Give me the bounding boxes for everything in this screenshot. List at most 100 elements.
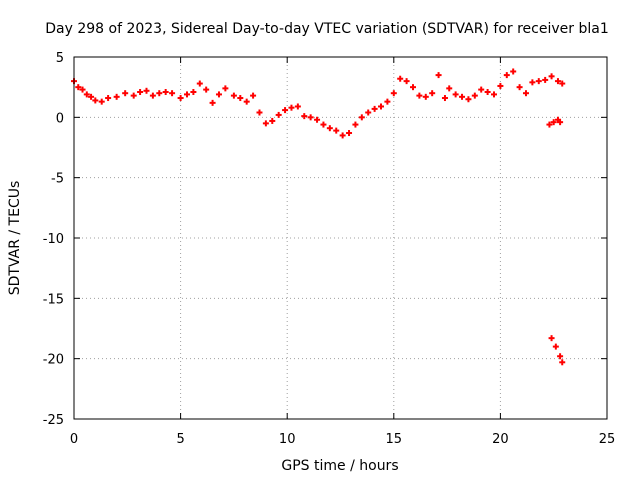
- data-point: [550, 119, 557, 126]
- x-tick-label: 15: [386, 432, 403, 447]
- grid: [74, 57, 607, 419]
- data-point: [190, 88, 197, 95]
- data-point: [183, 91, 190, 98]
- data-point: [256, 109, 263, 116]
- data-point: [177, 95, 184, 102]
- data-point: [339, 132, 346, 139]
- data-point: [98, 98, 105, 105]
- data-point: [294, 103, 301, 110]
- data-point: [83, 91, 90, 98]
- data-point: [542, 76, 549, 83]
- data-point: [441, 95, 448, 102]
- data-point: [92, 97, 99, 104]
- axis-ticks: 0 5 10 15 20 25 -25 -20 -15 -10 -5 0 5: [43, 51, 616, 447]
- data-point: [149, 92, 156, 99]
- data-point: [554, 78, 561, 85]
- data-point: [137, 88, 144, 95]
- data-point: [333, 127, 340, 134]
- y-tick-label: -25: [43, 413, 64, 428]
- data-point: [484, 88, 491, 95]
- data-point: [307, 114, 314, 121]
- data-point: [452, 91, 459, 98]
- data-point: [230, 92, 237, 99]
- data-point: [352, 121, 359, 128]
- x-tick-label: 10: [279, 432, 296, 447]
- data-point: [326, 125, 333, 132]
- data-point: [446, 85, 453, 92]
- data-point: [548, 73, 555, 80]
- data-point: [79, 86, 86, 93]
- data-point: [371, 105, 378, 112]
- data-point: [282, 107, 289, 114]
- data-point: [196, 80, 203, 87]
- data-point: [288, 104, 295, 111]
- data-point: [397, 75, 404, 82]
- data-point: [215, 91, 222, 98]
- data-point: [510, 68, 517, 75]
- data-point: [243, 98, 250, 105]
- data-series: [71, 68, 566, 366]
- data-point: [156, 90, 163, 97]
- data-point: [384, 98, 391, 105]
- data-point: [478, 86, 485, 93]
- x-tick-label: 25: [599, 432, 616, 447]
- data-point: [320, 121, 327, 128]
- y-tick-label: -10: [43, 232, 64, 247]
- data-point: [422, 93, 429, 100]
- y-tick-label: -5: [51, 172, 64, 187]
- data-point: [491, 91, 498, 98]
- y-tick-label: 0: [56, 111, 64, 126]
- data-point: [429, 90, 436, 97]
- data-point: [269, 117, 276, 124]
- data-point: [557, 353, 564, 360]
- data-point: [503, 72, 510, 79]
- data-point: [75, 84, 82, 91]
- data-point: [535, 78, 542, 85]
- data-point: [548, 335, 555, 342]
- x-tick-label: 0: [70, 432, 78, 447]
- chart-title: Day 298 of 2023, Sidereal Day-to-day VTE…: [45, 21, 608, 37]
- data-point: [275, 111, 282, 118]
- data-point: [237, 95, 244, 102]
- data-point: [209, 99, 216, 106]
- data-point: [390, 90, 397, 97]
- data-point: [365, 109, 372, 116]
- data-point: [403, 78, 410, 85]
- plot-frame: [73, 56, 608, 420]
- data-point: [435, 72, 442, 79]
- data-point: [222, 85, 229, 92]
- data-point: [301, 113, 308, 120]
- data-point: [378, 103, 385, 110]
- data-point: [346, 130, 353, 137]
- data-point: [250, 92, 257, 99]
- data-point: [522, 90, 529, 97]
- data-point: [559, 80, 566, 87]
- data-point: [557, 119, 564, 126]
- data-point: [162, 88, 169, 95]
- x-tick-label: 5: [176, 432, 184, 447]
- data-point: [143, 87, 150, 94]
- data-point: [471, 92, 478, 99]
- x-axis-label: GPS time / hours: [281, 458, 398, 474]
- data-point: [88, 93, 95, 100]
- data-point: [262, 120, 269, 127]
- y-tick-label: -20: [43, 353, 64, 368]
- data-point: [169, 90, 176, 97]
- y-axis-label: SDTVAR / TECUs: [7, 181, 23, 296]
- data-point: [105, 95, 112, 102]
- data-point: [552, 343, 559, 350]
- y-tick-label: 5: [56, 51, 64, 66]
- data-point: [122, 90, 129, 97]
- data-point: [314, 116, 321, 123]
- data-point: [459, 93, 466, 100]
- data-point: [516, 84, 523, 91]
- y-tick-label: -15: [43, 292, 64, 307]
- data-point: [546, 121, 553, 128]
- data-point: [497, 82, 504, 89]
- data-point: [559, 359, 566, 366]
- data-point: [203, 86, 210, 93]
- data-point: [416, 92, 423, 99]
- data-point: [130, 92, 137, 99]
